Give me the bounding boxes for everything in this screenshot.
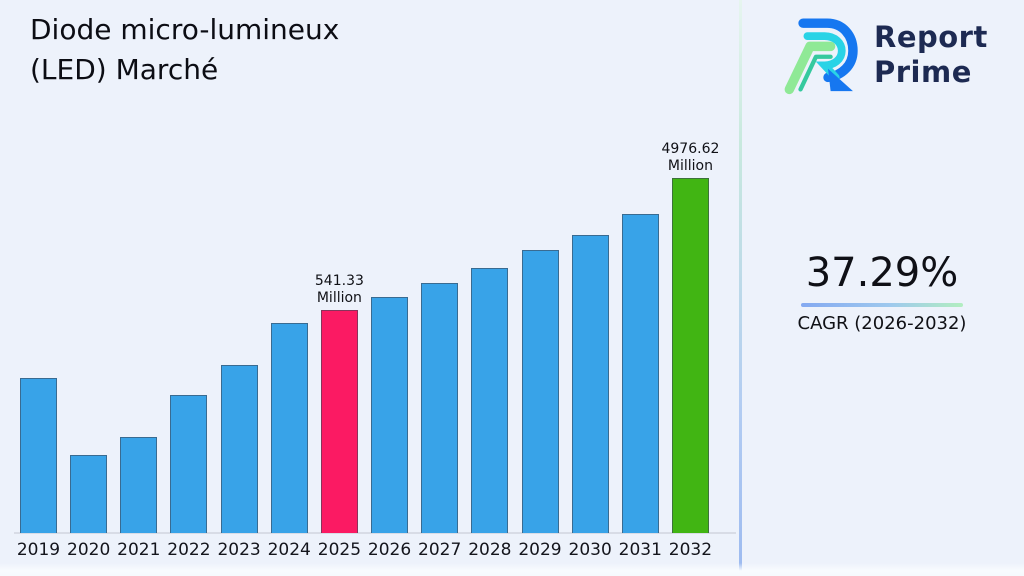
data-label-2032-value: 4976.62 <box>661 141 720 157</box>
x-tick-2031: 2031 <box>618 540 662 560</box>
x-tick-2020: 2020 <box>67 540 111 560</box>
x-tick-2022: 2022 <box>167 540 211 560</box>
bar-2022 <box>170 395 208 533</box>
cagr-caption: CAGR (2026-2032) <box>797 313 967 334</box>
page-title: Diode micro-lumineux (LED) Marché <box>30 10 339 90</box>
bottom-fade-strip <box>0 563 1024 576</box>
x-tick-2026: 2026 <box>367 540 412 560</box>
x-tick-2025: 2025 <box>317 540 362 560</box>
logo-text-line2: Prime <box>874 55 972 89</box>
bar-chart: 2019 2020 2021 2022 2023 2024 2025 541.33 Millio… <box>14 141 736 560</box>
cagr-value: 37.29% <box>805 250 959 296</box>
x-tick-2028: 2028 <box>468 540 512 560</box>
cagr-block: 37.29% CAGR (2026-2032) <box>740 250 1024 334</box>
x-tick-2024: 2024 <box>267 540 311 560</box>
x-tick-2027: 2027 <box>418 540 462 560</box>
x-axis-line <box>14 532 736 534</box>
bar-2021 <box>120 437 158 533</box>
cagr-underline <box>801 303 963 307</box>
bar-2026 <box>371 297 409 533</box>
x-tick-2032: 2032 <box>668 540 713 560</box>
data-label-2025-unit: Million <box>316 290 362 306</box>
x-tick-2029: 2029 <box>518 540 562 560</box>
x-tick-2019: 2019 <box>16 540 61 560</box>
bar-2028 <box>471 268 509 533</box>
x-tick-2030: 2030 <box>568 540 612 560</box>
logo-text-line1: Report <box>874 20 988 54</box>
panel-divider <box>739 0 742 576</box>
x-tick-2021: 2021 <box>117 540 161 560</box>
bar-2030 <box>571 235 609 533</box>
report-prime-logo-text: Report Prime <box>874 20 988 90</box>
report-prime-logo-icon <box>784 18 858 95</box>
data-label-2025-value: 541.33 <box>314 273 364 289</box>
bar-2019 <box>20 378 57 533</box>
bar-2029 <box>521 250 559 533</box>
bar-2020 <box>70 455 108 533</box>
data-label-2025: 541.33 Million <box>284 273 394 307</box>
data-label-2032: 4976.62 Million <box>635 141 745 175</box>
x-tick-2023: 2023 <box>217 540 261 560</box>
bar-2024 <box>270 323 308 533</box>
page-title-line2: (LED) Marché <box>30 53 219 86</box>
data-label-2032-unit: Million <box>667 158 713 174</box>
bar-2025 <box>320 310 358 533</box>
report-prime-logo: Report Prime <box>778 12 988 98</box>
page-title-line1: Diode micro-lumineux <box>30 13 340 46</box>
bar-2027 <box>421 283 459 533</box>
bar-2023 <box>220 365 258 533</box>
bar-2032 <box>671 178 709 533</box>
bar-2031 <box>621 214 659 533</box>
